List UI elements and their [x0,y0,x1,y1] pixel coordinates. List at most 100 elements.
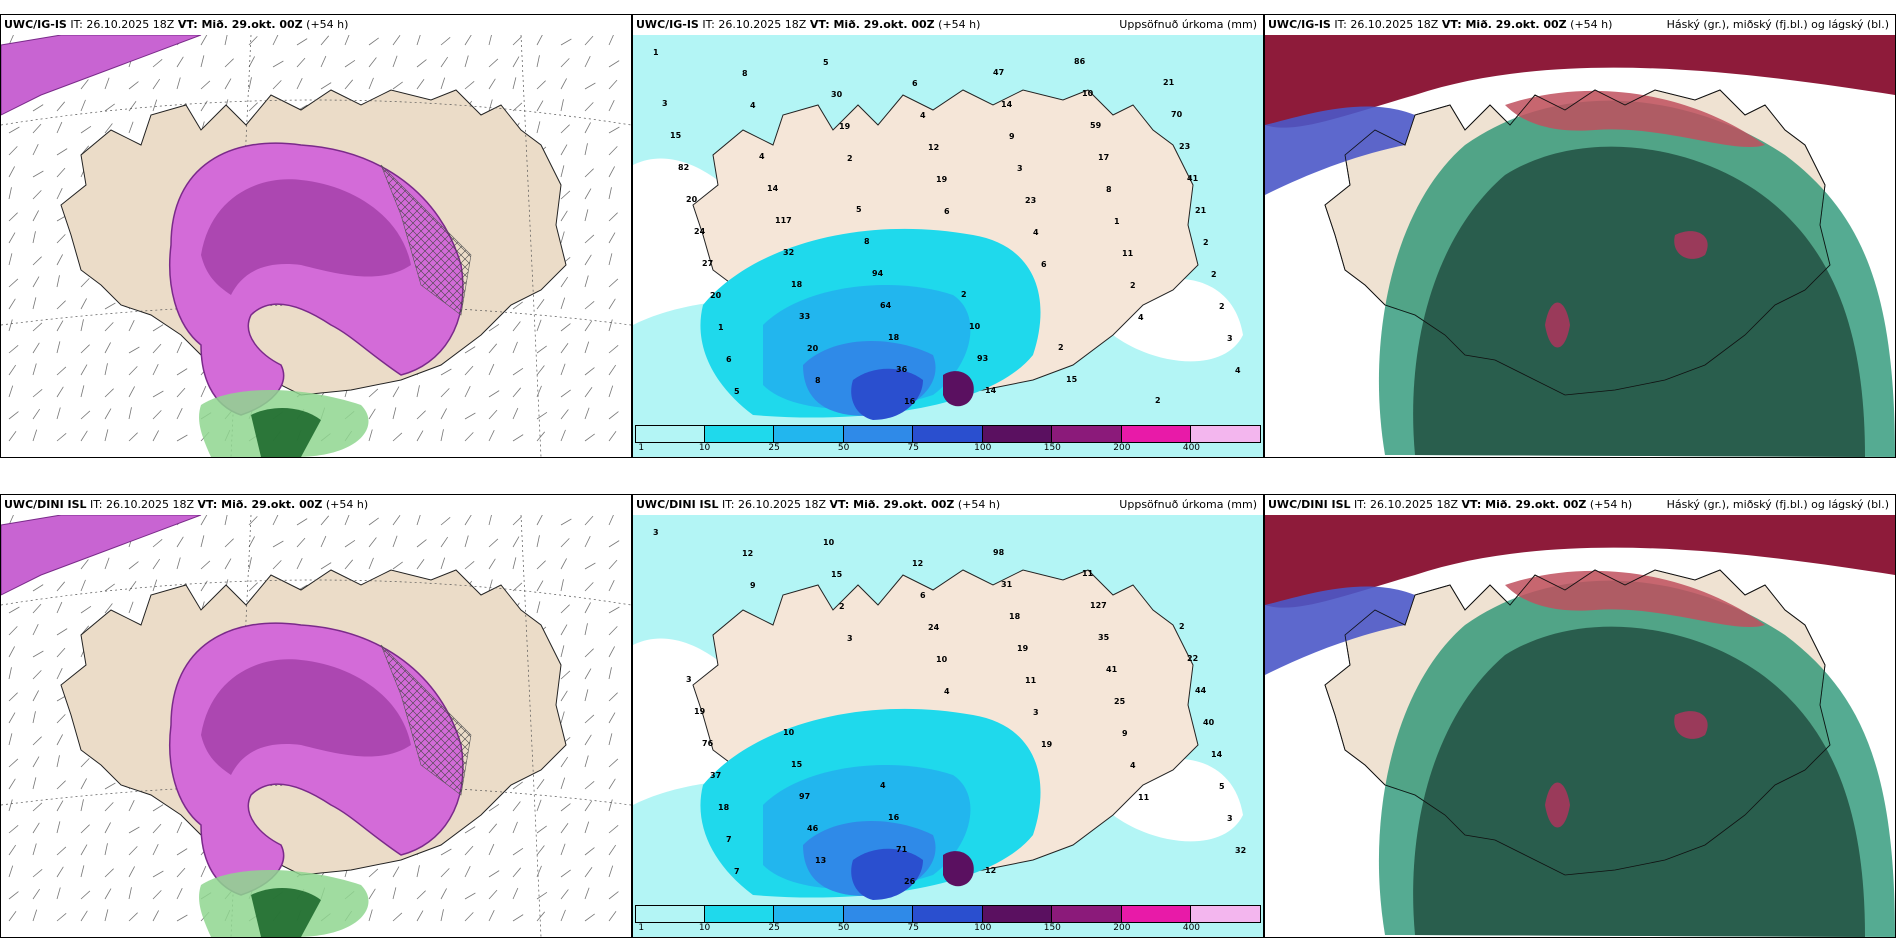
wind-barb [248,56,255,68]
precip-labels: 1426644819194235301223112654312186982202… [653,48,1241,406]
wind-barb [584,254,592,266]
wind-barb [584,648,594,658]
wind-barb [488,409,498,420]
wind-barb [32,690,39,702]
wind-barb [8,253,13,266]
wind-barb [56,101,66,112]
wind-barb [56,601,63,614]
wind-barb [8,126,20,134]
wind-barb [56,341,61,354]
wind-barb [512,321,521,332]
wind-barb [128,386,135,398]
wind-barb [536,411,548,420]
wind-barb [464,412,476,420]
precip-value-label: 17 [1098,153,1109,162]
precip-value-label: 5 [1219,782,1225,791]
precip-value-label: 2 [847,154,853,163]
dark-green-area [251,408,321,457]
precip-value-label: 33 [799,312,810,321]
wind-barb [200,535,205,548]
wind-barb [152,390,164,398]
wind-barb [512,516,522,526]
precip-value-label: 24 [694,227,706,236]
precip-value-label: 3 [662,99,668,108]
wind-barb [440,368,452,376]
wind-barb [440,868,450,878]
wind-barb [560,579,564,592]
precip-value-label: 44 [1195,686,1207,695]
wind-barb [56,846,67,856]
wind-barb [32,736,42,746]
precip-value-label: 15 [791,760,803,769]
wind-barb [248,516,258,526]
wind-barb [608,646,615,658]
wind-barb [128,601,134,614]
wind-barb [584,387,593,398]
wind-barb [176,434,188,442]
wind-barb [368,77,374,90]
wind-barb [584,780,595,790]
wind-barb [56,912,67,922]
wind-barb [608,79,618,90]
wind-barb [176,888,183,900]
wind-barb [416,890,426,900]
precip-value-label: 3 [1227,814,1233,823]
wind-barb [248,36,258,46]
wind-barb [488,889,498,900]
wind-barb [80,99,86,112]
precip-value-label: 11 [1082,569,1094,578]
precip-value-label: 25 [1114,697,1126,706]
wind-barb [200,580,208,592]
wind-barb [344,515,350,526]
wind-barb [8,431,17,442]
wind-barb [560,429,566,442]
wind-barb [584,913,595,922]
precip-value-label: 9 [750,581,756,590]
wind-barb [440,909,444,922]
colorbar-tick: 1 [638,443,645,453]
wind-barb [464,386,471,398]
wind-barb [8,364,17,376]
wind-barb [8,319,13,332]
precip-value-label: 127 [1090,601,1107,610]
precip-value-label: 22 [1187,654,1198,663]
wind-barb [8,344,19,354]
precip-value-label: 71 [896,845,908,854]
colorbar-tick: 1 [638,923,645,933]
precip-colorbar: 1 10 25 50 75 100 150 200 400 [635,425,1261,455]
wind-barb [560,144,568,156]
wind-barb [56,407,61,420]
wind-barb [464,866,471,878]
wind-barb [56,148,68,156]
precip-value-label: 4 [880,781,886,790]
wind-barb [32,104,44,112]
wind-barb [128,866,135,878]
wind-barb [152,99,158,112]
wind-barb [464,35,472,46]
precip-value-label: 8 [742,69,748,78]
panel-variable: Uppsöfnuð úrkoma (mm) [1119,18,1257,31]
precip-value-label: 12 [912,559,923,568]
wind-barb [488,343,498,354]
wind-barb [584,143,588,156]
wind-barb [56,234,66,244]
high-cloud-cell [1674,231,1708,259]
mid-cloud-inner [1413,626,1865,937]
precip-value-label: 3 [1033,708,1039,717]
wind-barb [200,55,205,68]
wind-barb [200,385,207,398]
precip-value-label: 16 [888,813,900,822]
wind-barb [584,341,590,354]
wind-barb [392,432,403,442]
wind-barb [536,535,540,548]
wind-barb [8,891,19,900]
wind-barb [608,411,619,420]
wind-barb [464,560,475,570]
wind-barb [440,536,449,548]
wind-barb [32,170,44,178]
colorbar-swatch [1121,425,1192,443]
precip-value-label: 9 [1122,729,1128,738]
wind-barb [152,538,163,548]
map-canvas [1,35,631,457]
wind-barb [560,409,569,420]
